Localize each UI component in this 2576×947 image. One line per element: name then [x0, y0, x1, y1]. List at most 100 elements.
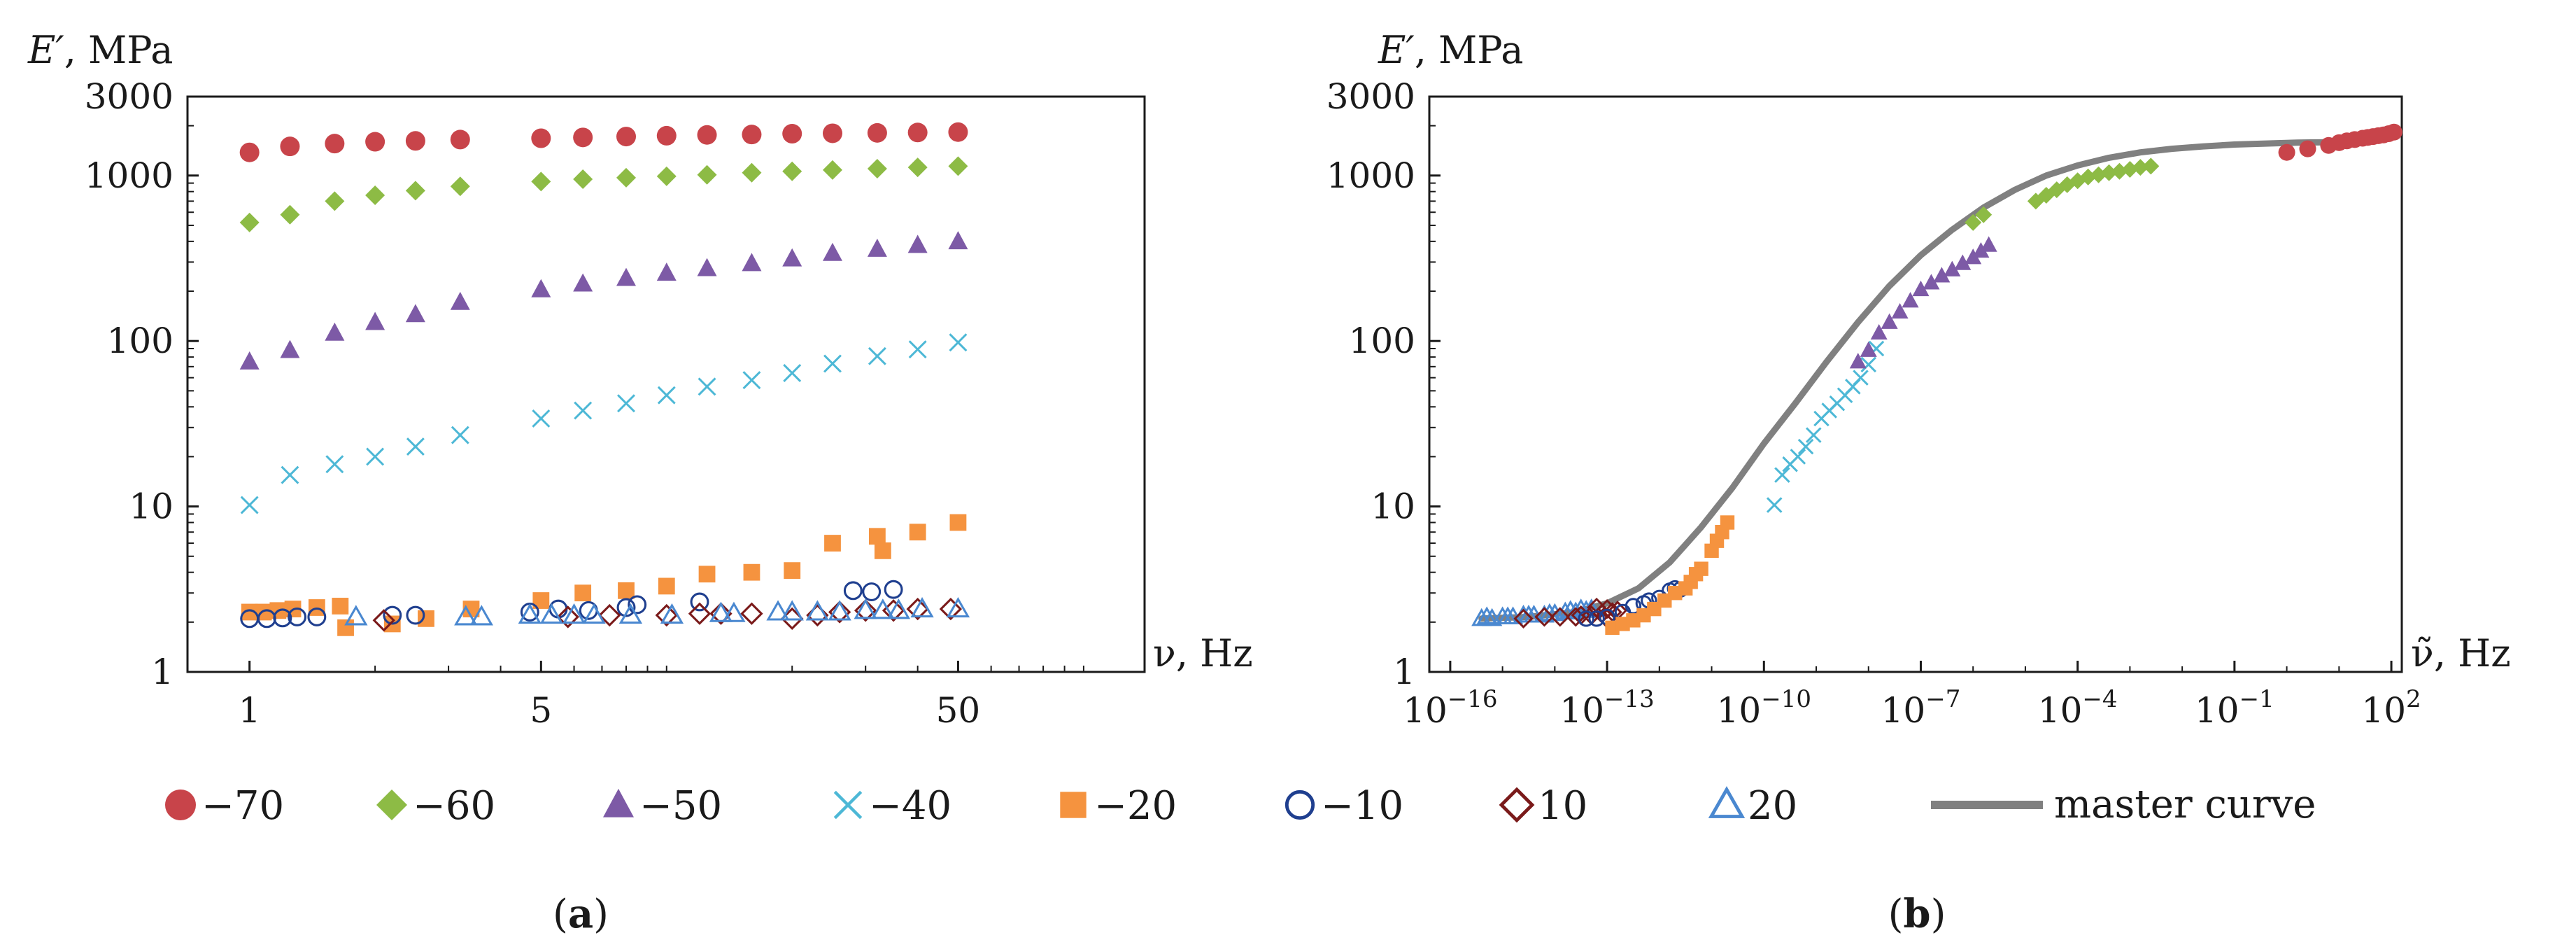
a-point-m20 — [532, 592, 550, 609]
b-point-m20 — [1688, 567, 1704, 582]
a-point-m70 — [325, 134, 345, 154]
legend-item-m40: −40 — [833, 783, 951, 829]
b-point-m50 — [1891, 302, 1909, 319]
legend-label: −50 — [639, 783, 722, 829]
a-point-m40 — [742, 371, 761, 390]
a-point-m40 — [823, 354, 842, 373]
a-xtick-label: 1 — [239, 690, 261, 731]
legend: −70 −60 −50 −40 −20 −10 10 20 master curve — [165, 782, 2316, 829]
legend-marker-m20 — [1060, 792, 1087, 818]
a-point-m60 — [280, 204, 300, 225]
a-point-20 — [780, 600, 804, 621]
a-point-m40 — [617, 394, 635, 413]
a-point-m10 — [307, 607, 327, 626]
a-point-20 — [539, 603, 564, 624]
a-point-m40 — [698, 377, 716, 396]
a-point-10 — [828, 601, 851, 624]
caption-b: (b) — [1888, 891, 1946, 937]
a-point-m10 — [843, 581, 863, 601]
a-point-m70 — [239, 142, 260, 162]
legend-label: −60 — [413, 783, 495, 829]
b-point-m50 — [1912, 280, 1930, 297]
a-point-m60 — [782, 161, 802, 181]
a-point-m50 — [822, 242, 842, 261]
a-point-20 — [805, 600, 830, 621]
a-point-20 — [618, 603, 643, 624]
a-point-m60 — [907, 157, 928, 178]
panel-b-x-ticks: 10−16 10−13 10−10 10−7 10−4 10−1 102 — [1403, 661, 2421, 731]
b-point-m40 — [1790, 449, 1806, 465]
b-point-m20 — [1678, 581, 1693, 596]
panel-b-xlabel: ν̃, Hz — [2411, 631, 2511, 675]
a-point-m70 — [948, 122, 968, 142]
b-point-m10 — [1578, 610, 1594, 627]
b-point-m60 — [1965, 213, 1982, 231]
a-point-m40 — [325, 455, 344, 474]
b-point-m50 — [1902, 292, 1919, 308]
a-point-m70 — [742, 125, 762, 145]
a-point-m10 — [690, 592, 709, 612]
legend-label: −20 — [1094, 783, 1177, 829]
a-point-m10 — [628, 595, 647, 615]
a-point-20 — [910, 597, 934, 618]
a-point-m50 — [742, 253, 762, 272]
a-point-m10 — [862, 582, 882, 601]
a-point-m60 — [656, 166, 677, 186]
a-point-m20 — [658, 577, 675, 595]
caption-a: (a) — [553, 891, 609, 937]
a-point-m40 — [574, 401, 593, 420]
a-point-m40 — [949, 333, 968, 352]
legend-label: 20 — [1748, 783, 1797, 829]
panel-b-marks — [1471, 123, 2402, 636]
b-point-m40 — [1766, 497, 1783, 513]
a-point-m70 — [573, 127, 593, 148]
legend-label: master curve — [2054, 782, 2316, 827]
a-point-m20 — [462, 601, 480, 618]
a-point-20 — [454, 605, 478, 626]
b-point-m50 — [1954, 254, 1972, 270]
legend-item-m60: −60 — [376, 783, 495, 829]
a-ytick-label: 10 — [129, 486, 174, 527]
b-ytick-label: 10 — [1371, 486, 1415, 527]
b-point-m40 — [1797, 438, 1814, 455]
a-point-20 — [518, 603, 542, 624]
b-point-m70 — [2278, 143, 2295, 161]
a-ytick-label: 3000 — [85, 76, 174, 117]
a-point-m10 — [616, 598, 636, 617]
a-point-m50 — [782, 248, 802, 267]
a-point-10 — [688, 602, 712, 625]
a-point-m60 — [697, 164, 717, 185]
b-point-10 — [1550, 607, 1570, 627]
a-point-m20 — [743, 563, 760, 581]
a-point-m70 — [822, 123, 842, 143]
a-point-m40 — [783, 364, 802, 382]
b-point-m60 — [2121, 160, 2139, 178]
a-point-m50 — [656, 262, 677, 281]
a-point-m20 — [784, 562, 801, 580]
b-point-20 — [1471, 608, 1492, 626]
a-point-20 — [344, 605, 368, 626]
a-point-m20 — [332, 598, 349, 615]
b-xtick-label: 10−4 — [2038, 685, 2118, 731]
a-point-m50 — [573, 273, 593, 292]
legend-item-m10: −10 — [1285, 783, 1403, 829]
a-point-m50 — [531, 279, 551, 297]
legend-marker-m60 — [376, 790, 407, 820]
a-point-m70 — [450, 129, 470, 150]
b-ytick-label: 100 — [1349, 321, 1415, 361]
legend-label: 10 — [1538, 783, 1587, 829]
a-point-m40 — [366, 447, 385, 466]
b-ytick-label: 1000 — [1326, 155, 1415, 196]
a-point-m20 — [909, 524, 926, 541]
b-point-m50 — [1965, 248, 1982, 265]
legend-marker-m40 — [833, 790, 863, 820]
a-xtick-label: 5 — [530, 690, 552, 731]
panel-a-marks — [239, 122, 970, 636]
a-point-m40 — [908, 340, 927, 359]
a-point-m60 — [948, 156, 968, 176]
panel-a-xlabel: ν, Hz — [1153, 631, 1253, 675]
a-point-m40 — [532, 409, 551, 428]
